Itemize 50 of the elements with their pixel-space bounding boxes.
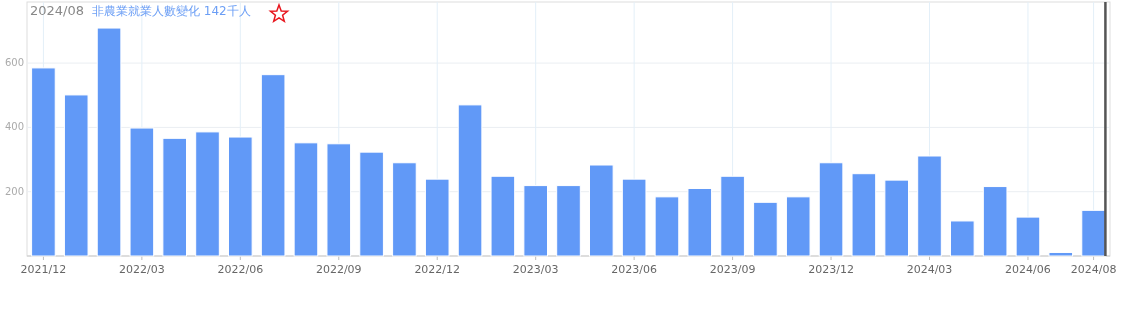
bar [687, 187, 713, 257]
bar [424, 178, 450, 257]
chart-title: 2024/08 [30, 3, 85, 18]
x-tick-label: 2023/03 [512, 263, 559, 276]
y-tick-label: 200 [4, 185, 24, 197]
bar [720, 175, 745, 257]
bar [162, 137, 187, 257]
x-tick-label: 2022/06 [217, 263, 264, 276]
x-tick-label: 2022/03 [119, 263, 165, 276]
bar [129, 127, 155, 257]
chart-subtitle: 非農業就業人數變化 142千人 [92, 4, 251, 18]
bar [392, 162, 417, 257]
x-tick-label: 2022/09 [315, 263, 362, 276]
bar [753, 201, 778, 257]
bar [31, 67, 56, 257]
x-tick-label: 2023/06 [611, 263, 657, 276]
bar [589, 164, 614, 257]
bar [490, 175, 516, 257]
bar [982, 186, 1008, 257]
bar [293, 142, 319, 257]
x-tick-label: 2024/08 [1070, 263, 1117, 276]
bar [260, 74, 286, 257]
x-tick-label: 2024/03 [906, 263, 953, 276]
x-tick-label: 2022/12 [414, 263, 461, 276]
bar [556, 185, 581, 257]
x-tick-label: 2024/06 [1005, 263, 1051, 276]
bar [654, 196, 680, 257]
bar [785, 196, 811, 257]
bar [1081, 209, 1106, 257]
bar [195, 131, 220, 257]
bar [851, 173, 877, 257]
bar [1048, 251, 1074, 257]
x-tick-label: 2023/12 [808, 263, 854, 276]
bar [884, 179, 909, 257]
bar [917, 155, 942, 257]
bar [1015, 216, 1041, 257]
x-tick-label: 2021/12 [20, 263, 67, 276]
bar [523, 185, 548, 257]
bar [63, 94, 89, 257]
bar [621, 178, 647, 257]
x-tick-label: 2023/09 [709, 263, 756, 276]
y-tick-label: 600 [4, 57, 24, 69]
bar [359, 151, 384, 257]
y-tick-label: 400 [4, 121, 24, 133]
bar [818, 162, 844, 257]
bar [457, 104, 483, 257]
bar [326, 143, 352, 257]
bar [950, 220, 975, 257]
bar [228, 136, 253, 257]
bar [96, 27, 122, 257]
